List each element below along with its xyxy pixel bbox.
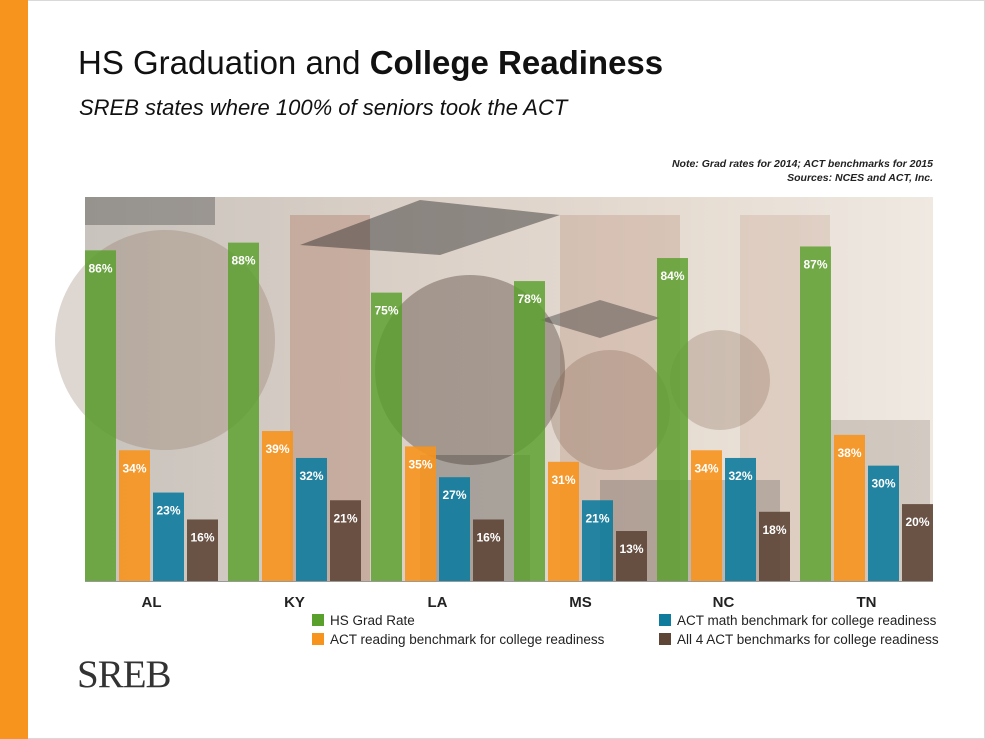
legend-item-grad: HS Grad Rate xyxy=(312,613,415,628)
chart-subtitle: SREB states where 100% of seniors took t… xyxy=(79,95,568,120)
bar-label: 34% xyxy=(694,461,718,475)
bar-label: 13% xyxy=(619,542,643,556)
bar-label: 27% xyxy=(442,488,466,502)
bar-tn-s0 xyxy=(800,246,831,582)
bar-nc-s3 xyxy=(759,511,790,581)
legend-swatch xyxy=(659,633,671,645)
bar-ms-s3 xyxy=(616,531,647,581)
bar-label: 78% xyxy=(517,292,541,306)
bar-ky-s2 xyxy=(296,457,327,581)
bar-nc-s2 xyxy=(725,457,756,581)
bar-label: 20% xyxy=(905,515,929,529)
bar-al-s3 xyxy=(187,519,218,581)
legend-swatch xyxy=(312,614,324,626)
bar-label: 34% xyxy=(122,461,146,475)
sreb-logo: SREB xyxy=(77,653,172,696)
legend-label: HS Grad Rate xyxy=(330,613,415,628)
bar-nc-s0 xyxy=(657,258,688,581)
bar-label: 30% xyxy=(871,477,895,491)
category-label: KY xyxy=(284,594,305,611)
bar-label: 32% xyxy=(299,469,323,483)
bar-label: 16% xyxy=(190,530,214,544)
legend-swatch xyxy=(659,614,671,626)
bar-la-s2 xyxy=(439,477,470,581)
bar-ms-s1 xyxy=(548,461,579,581)
bar-label: 87% xyxy=(803,257,827,271)
legend-label: ACT math benchmark for college readiness xyxy=(677,613,937,628)
bar-label: 88% xyxy=(231,254,255,268)
bar-al-s1 xyxy=(119,450,150,581)
category-label: AL xyxy=(142,594,162,611)
category-label: TN xyxy=(857,594,877,611)
bar-label: 16% xyxy=(476,530,500,544)
bar-tn-s1 xyxy=(834,434,865,581)
bar-label: 21% xyxy=(333,511,357,525)
bar-tn-s3 xyxy=(902,504,933,581)
bar-label: 39% xyxy=(265,442,289,456)
chart-title: HS Graduation and College Readiness xyxy=(78,44,664,81)
category-label: NC xyxy=(713,594,735,611)
bar-ms-s0 xyxy=(514,281,545,581)
bar-ky-s1 xyxy=(262,431,293,581)
bar-label: 18% xyxy=(762,523,786,537)
bar-ky-s0 xyxy=(228,242,259,581)
legend-swatch xyxy=(312,633,324,645)
legend-item-math: ACT math benchmark for college readiness xyxy=(659,613,936,628)
bar-label: 32% xyxy=(728,469,752,483)
bar-ky-s3 xyxy=(330,500,361,581)
bar-al-s0 xyxy=(85,250,116,581)
bar-label: 38% xyxy=(837,446,861,460)
source-note: Note: Grad rates for 2014; ACT benchmark… xyxy=(672,157,933,185)
bar-label: 84% xyxy=(660,269,684,283)
bar-ms-s2 xyxy=(582,500,613,581)
category-label: LA xyxy=(428,594,448,611)
bar-label: 31% xyxy=(551,473,575,487)
legend-item-reading: ACT reading benchmark for college readin… xyxy=(312,632,604,647)
bar-la-s1 xyxy=(405,446,436,581)
category-label: MS xyxy=(569,594,592,611)
bar-label: 75% xyxy=(374,304,398,318)
bar-label: 86% xyxy=(88,261,112,275)
bar-label: 21% xyxy=(585,511,609,525)
bar-label: 23% xyxy=(156,504,180,518)
legend-label: ACT reading benchmark for college readin… xyxy=(330,632,605,647)
bar-tn-s2 xyxy=(868,465,899,581)
bar-la-s0 xyxy=(371,292,402,581)
note-line: Note: Grad rates for 2014; ACT benchmark… xyxy=(671,158,933,170)
legend-item-all4: All 4 ACT benchmarks for college readine… xyxy=(659,632,939,647)
bar-al-s2 xyxy=(153,492,184,581)
source-line: Sources: NCES and ACT, Inc. xyxy=(787,172,933,184)
bar-la-s3 xyxy=(473,519,504,581)
bar-nc-s1 xyxy=(691,450,722,581)
accent-bar xyxy=(0,0,28,739)
legend-label: All 4 ACT benchmarks for college readine… xyxy=(677,632,939,647)
bar-label: 35% xyxy=(408,457,432,471)
